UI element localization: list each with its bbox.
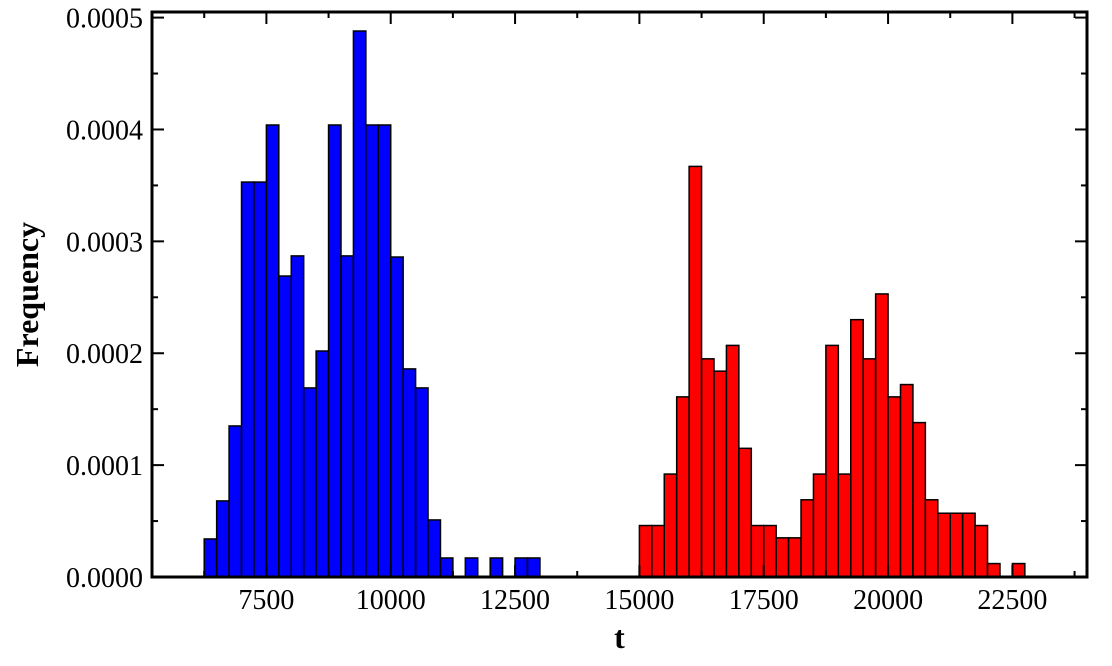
histogram-bar	[787, 537, 802, 578]
x-tick-label: 12500	[480, 585, 550, 616]
histogram-bar	[638, 524, 653, 578]
histogram-bar	[278, 275, 293, 578]
x-tick-label: 10000	[356, 585, 426, 616]
histogram-bar	[340, 255, 355, 578]
y-tick-labels: 0.0000 0.0001 0.0002 0.0003 0.0004 0.0005	[66, 4, 143, 594]
histogram-bar	[949, 512, 964, 578]
histogram-bar	[377, 124, 392, 578]
histogram-bar	[713, 370, 728, 578]
histogram-bar	[327, 124, 342, 578]
histogram-bar	[315, 350, 330, 578]
histogram-bar	[775, 537, 790, 578]
histogram-bar	[253, 181, 268, 578]
histogram-bar	[215, 500, 230, 578]
histogram-bar	[825, 344, 840, 578]
histogram-bar	[725, 344, 740, 578]
histogram-bar	[489, 557, 504, 578]
y-tick-label: 0.0001	[66, 451, 143, 482]
histogram-bar	[464, 557, 479, 578]
y-tick-label: 0.0005	[66, 4, 143, 35]
histogram-bar	[265, 124, 280, 578]
histogram-bar	[874, 293, 889, 578]
x-tick-label: 17500	[729, 585, 799, 616]
axis-ticks	[152, 12, 1087, 578]
histogram-bar	[800, 499, 815, 578]
histogram-bar	[651, 524, 666, 578]
histogram-bar	[427, 519, 442, 578]
histogram-bar	[961, 512, 976, 578]
histogram-bar	[414, 387, 429, 578]
histogram-bar	[688, 165, 703, 578]
histogram-bar	[514, 557, 529, 578]
y-tick-label: 0.0000	[66, 563, 143, 594]
histogram-bar	[526, 557, 541, 578]
histogram-bar	[887, 396, 902, 578]
histogram-bar	[986, 562, 1001, 578]
histogram-bar	[439, 557, 454, 578]
x-tick-label: 20000	[853, 585, 923, 616]
histogram-bar	[675, 396, 690, 578]
histogram-bar	[912, 421, 927, 578]
histogram-bar	[750, 524, 765, 578]
histogram-bar	[402, 368, 417, 578]
y-tick-label: 0.0004	[66, 115, 143, 146]
histogram-bar	[812, 473, 827, 578]
histogram-bar	[663, 473, 678, 578]
histogram-bar	[850, 318, 864, 578]
x-axis-title: t	[614, 619, 625, 655]
histogram-bar	[290, 255, 305, 578]
histogram-bar	[228, 425, 243, 578]
histogram-bar	[924, 499, 939, 578]
histogram-bar	[302, 387, 317, 578]
x-tick-label: 22500	[977, 585, 1047, 616]
histogram-bar	[837, 473, 852, 578]
histogram-bar	[862, 358, 877, 578]
histogram-bar	[389, 256, 404, 578]
y-tick-label: 0.0003	[66, 227, 143, 258]
histogram-bar	[974, 524, 989, 578]
histogram-bar	[937, 512, 951, 578]
histogram-bar	[1011, 562, 1026, 578]
histogram-bar	[762, 524, 777, 578]
plot-frame	[150, 10, 1089, 579]
histogram-bar	[738, 447, 753, 578]
histogram-bar	[352, 30, 367, 578]
histogram-bar	[700, 358, 715, 578]
x-tick-label: 7500	[238, 585, 294, 616]
histogram-bar	[365, 124, 380, 578]
y-axis-title: Frequency	[9, 222, 45, 367]
histogram-bar	[899, 383, 914, 578]
y-tick-label: 0.0002	[66, 339, 143, 370]
histogram-bar	[240, 181, 255, 578]
histogram-bars	[203, 30, 1026, 578]
histogram-bar	[203, 538, 218, 578]
x-tick-label: 15000	[604, 585, 674, 616]
x-tick-labels: 7500 10000 12500 15000 17500 20000 22500	[238, 585, 1047, 616]
